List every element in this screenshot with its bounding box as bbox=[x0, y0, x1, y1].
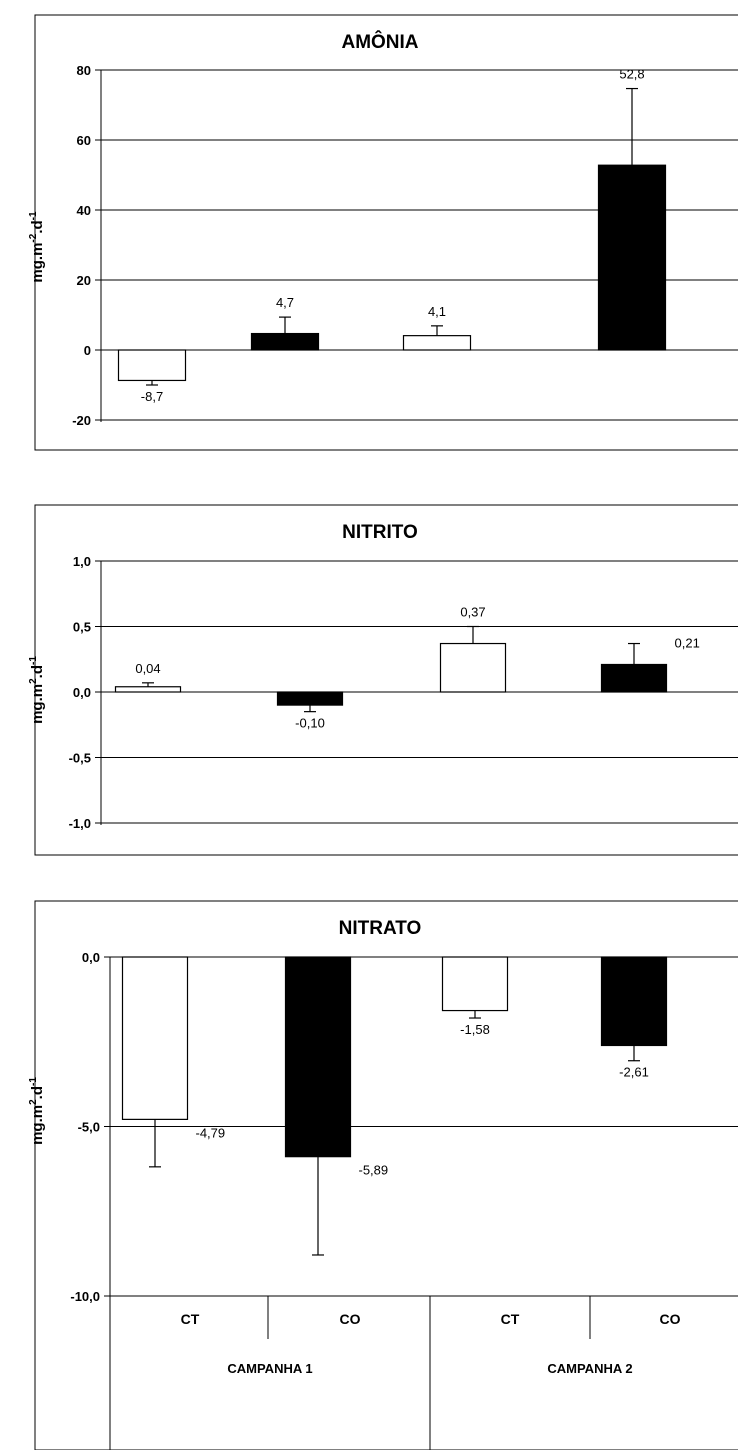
category-label: CT bbox=[181, 1311, 200, 1327]
chart-frame bbox=[34, 504, 738, 856]
y-tick-label: 60 bbox=[77, 133, 91, 148]
group-label: CAMPANHA 1 bbox=[227, 1361, 312, 1376]
y-axis-label-base2: .d bbox=[29, 665, 46, 678]
y-axis-label-sup1: 2 bbox=[28, 1099, 39, 1105]
y-tick-label: -0,5 bbox=[69, 751, 91, 766]
bar bbox=[441, 956, 509, 1012]
data-label: -0,10 bbox=[295, 716, 325, 731]
data-label: -8,7 bbox=[141, 389, 163, 404]
category-label: CO bbox=[660, 1311, 681, 1327]
y-tick-label: 0,0 bbox=[82, 950, 100, 965]
bar bbox=[284, 956, 352, 1158]
y-axis-label-sup1: -2 bbox=[28, 233, 39, 242]
y-tick-label: 1,0 bbox=[73, 554, 91, 569]
chart-title: AMÔNIA bbox=[341, 31, 418, 53]
y-axis-label-sup2: -1 bbox=[28, 656, 39, 665]
chart-panel-nitrito: NITRITO -1,0 -0,5 0,0 0,5 1,0 mg.m2.d-1 0,04 -0,… bbox=[0, 490, 738, 860]
data-label: 52,8 bbox=[619, 67, 644, 82]
bar bbox=[117, 349, 187, 382]
y-tick-label: 40 bbox=[77, 203, 91, 218]
y-axis-label-base1: mg.m bbox=[29, 684, 46, 724]
data-label: -4,79 bbox=[196, 1125, 226, 1140]
y-axis-label: mg.m2.d-1 bbox=[28, 656, 46, 724]
y-tick-label: -5,0 bbox=[78, 1120, 100, 1135]
chart-title: NITRITO bbox=[342, 522, 418, 543]
y-tick-label: 0,5 bbox=[73, 620, 91, 635]
bar bbox=[121, 956, 189, 1120]
bar bbox=[276, 691, 344, 706]
y-axis-label: mg.m-2.d-1 bbox=[28, 211, 46, 283]
data-label: 0,21 bbox=[675, 636, 700, 651]
category-label: CO bbox=[340, 1311, 361, 1327]
bar bbox=[402, 335, 472, 351]
y-tick-label: 0,0 bbox=[73, 685, 91, 700]
category-label: CT bbox=[501, 1311, 520, 1327]
data-label: -5,89 bbox=[359, 1163, 389, 1178]
chart-nitrato: NITRATO -10,0 -5,0 0,0 mg.m2.d-1 -4,79 -5,89 -1… bbox=[28, 900, 738, 1450]
y-axis-label-base1: mg.m bbox=[29, 1105, 46, 1145]
y-tick-label: 80 bbox=[77, 63, 91, 78]
y-tick-label: 20 bbox=[77, 273, 91, 288]
y-axis-label: mg.m2.d-1 bbox=[28, 1077, 46, 1145]
chart-frame bbox=[34, 900, 738, 1450]
chart-amonia: AMÔNIA -20 0 20 40 60 80 mg.m-2.d-1 -8,7 4,7 4,1 52… bbox=[28, 14, 738, 451]
y-axis-label-base2: .d bbox=[29, 220, 46, 233]
bar bbox=[600, 956, 668, 1047]
data-label: -2,61 bbox=[619, 1065, 649, 1080]
y-axis-label-sup1: 2 bbox=[28, 678, 39, 684]
y-axis-label-base1: mg.m bbox=[29, 243, 46, 283]
bar bbox=[439, 642, 507, 693]
bar bbox=[597, 164, 667, 351]
data-label: -1,58 bbox=[460, 1022, 490, 1037]
y-tick-label: 0 bbox=[84, 343, 91, 358]
y-axis-label-base2: .d bbox=[29, 1086, 46, 1099]
chart-nitrito: NITRITO -1,0 -0,5 0,0 0,5 1,0 mg.m2.d-1 0,04 -0,… bbox=[28, 504, 738, 856]
data-label: 4,7 bbox=[276, 295, 294, 310]
y-tick-label: -1,0 bbox=[69, 816, 91, 831]
bar bbox=[250, 332, 320, 351]
data-label: 4,1 bbox=[428, 304, 446, 319]
data-label: 0,37 bbox=[460, 605, 485, 620]
chart-frame bbox=[34, 14, 738, 451]
chart-panel-nitrato: NITRATO -10,0 -5,0 0,0 mg.m2.d-1 -4,79 -5,89 -1… bbox=[0, 886, 738, 1450]
chart-panel-amonia: AMÔNIA -20 0 20 40 60 80 mg.m-2.d-1 -8,7 4,7 4,1 52… bbox=[0, 0, 738, 460]
y-tick-label: -20 bbox=[72, 413, 91, 428]
bar bbox=[600, 663, 668, 693]
chart-title: NITRATO bbox=[339, 918, 422, 939]
group-label: CAMPANHA 2 bbox=[547, 1361, 632, 1376]
y-tick-label: -10,0 bbox=[70, 1289, 100, 1304]
y-axis-label-sup2: -1 bbox=[28, 211, 39, 220]
bar bbox=[114, 686, 182, 693]
data-label: 0,04 bbox=[135, 661, 160, 676]
y-axis-label-sup2: -1 bbox=[28, 1077, 39, 1086]
